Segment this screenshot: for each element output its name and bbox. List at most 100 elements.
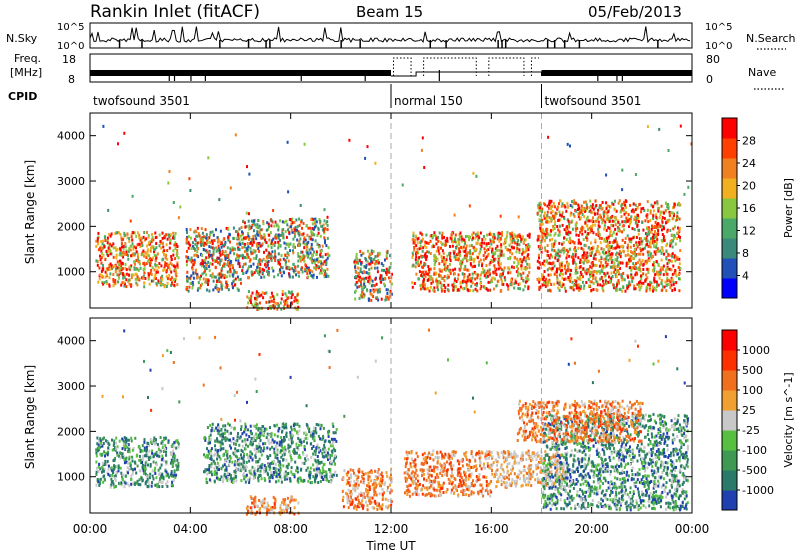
power-cell — [204, 269, 207, 273]
power-cell — [639, 269, 642, 273]
velocity-cell — [321, 471, 324, 475]
velocity-cell — [167, 440, 170, 444]
power-cell — [648, 228, 651, 232]
velocity-cell — [96, 449, 99, 453]
power-cell — [611, 219, 614, 223]
power-cell — [266, 221, 269, 225]
power-cell — [379, 290, 381, 294]
power-cell — [562, 247, 565, 251]
power-cell — [241, 246, 244, 250]
power-cell — [212, 250, 215, 254]
velocity-cell — [295, 442, 298, 446]
power-cell — [587, 232, 590, 235]
power-cell — [299, 204, 302, 207]
power-cell — [557, 233, 560, 237]
power-cell — [421, 271, 423, 274]
power-cell — [547, 254, 550, 257]
power-cell — [666, 267, 669, 271]
power-cell — [252, 249, 255, 253]
power-cell — [272, 269, 275, 273]
power-cell — [590, 251, 593, 255]
power-cell — [575, 249, 578, 253]
power-cell — [672, 239, 675, 243]
power-cell — [564, 271, 567, 275]
velocity-cell — [98, 448, 100, 452]
power-cell — [567, 265, 570, 269]
power-cell — [576, 227, 579, 230]
power-cell — [229, 233, 231, 237]
velocity-cell — [135, 454, 138, 458]
power-cell — [592, 216, 594, 220]
power-cell — [248, 265, 251, 269]
power-cell — [624, 254, 627, 257]
velocity-cell — [322, 434, 325, 438]
power-cell — [568, 247, 571, 251]
power-cell — [120, 283, 123, 287]
power-cell — [552, 202, 555, 205]
power-cell — [502, 253, 505, 257]
power-cell — [153, 253, 156, 257]
power-cell — [467, 289, 470, 293]
velocity-cell — [114, 448, 117, 452]
power-cell — [253, 219, 255, 223]
power-cell — [433, 259, 436, 263]
power-cell — [480, 245, 483, 248]
power-cell — [514, 280, 517, 284]
power-cell — [227, 264, 230, 268]
power-cell — [652, 289, 654, 293]
power-cell — [482, 254, 485, 257]
power-cell — [162, 245, 165, 249]
velocity-cell — [162, 459, 165, 463]
power-cell — [443, 267, 446, 271]
power-cell — [280, 307, 283, 311]
y-tick-label: 3000 — [57, 175, 85, 188]
power-cell — [657, 263, 660, 266]
power-cell — [586, 254, 589, 258]
power-cell — [557, 218, 560, 222]
power-cell — [589, 265, 592, 269]
power-cell — [640, 277, 643, 281]
power-cell — [290, 301, 293, 305]
power-cell — [252, 240, 255, 244]
power-cell — [651, 268, 654, 272]
power-cell — [380, 297, 383, 301]
power-cell — [478, 260, 481, 264]
power-cell — [572, 284, 575, 288]
velocity-cell — [260, 427, 263, 431]
power-cell — [633, 228, 636, 231]
power-cell — [663, 227, 665, 231]
power-cell — [559, 218, 562, 222]
power-cell — [603, 257, 606, 261]
power-cell — [559, 272, 562, 276]
power-cell — [592, 263, 595, 267]
velocity-cell — [280, 455, 283, 459]
power-cell — [548, 261, 551, 265]
power-cell — [287, 259, 290, 263]
power-cell — [187, 276, 190, 280]
power-cell — [252, 237, 255, 241]
power-cell — [488, 246, 491, 249]
power-cell — [640, 262, 643, 266]
velocity-cell — [308, 427, 311, 431]
colorbar-swatch — [722, 278, 737, 299]
power-cell — [500, 268, 503, 271]
power-cell — [582, 227, 585, 231]
power-cell — [634, 287, 637, 291]
velocity-cell — [152, 477, 155, 481]
power-cell — [539, 201, 542, 205]
power-cell — [610, 277, 613, 281]
power-cell — [246, 305, 249, 309]
power-cell — [582, 238, 585, 241]
power-cell — [595, 204, 598, 207]
power-cell — [320, 267, 323, 271]
power-cell — [586, 251, 589, 255]
power-cell — [425, 255, 428, 259]
velocity-cell — [111, 438, 113, 442]
power-cell — [662, 235, 665, 239]
power-cell — [562, 283, 565, 287]
power-cell — [576, 271, 579, 275]
power-cell — [668, 267, 671, 271]
power-cell — [646, 276, 649, 280]
power-cell — [201, 231, 204, 235]
power-cell — [146, 253, 149, 257]
